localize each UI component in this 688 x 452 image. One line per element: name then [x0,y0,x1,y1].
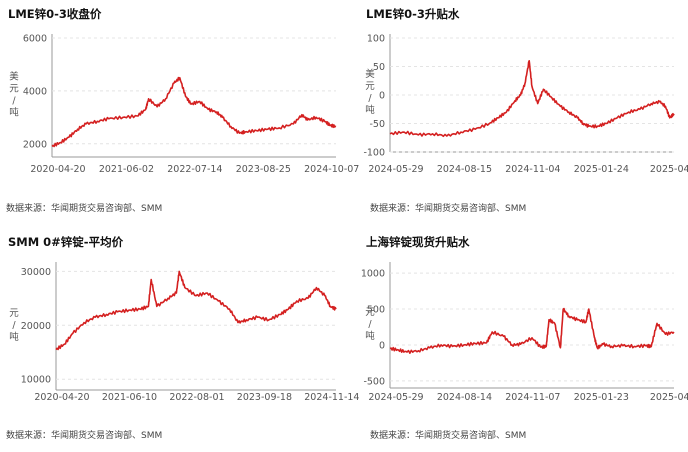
series-line [389,59,675,138]
y-axis-label: 元/吨 [365,307,375,342]
y-tick-label: 2000 [23,139,47,150]
y-tick-label: 6000 [23,34,47,45]
x-tick-label: 2023-09-18 [237,392,292,403]
chart-panel-smm-price: SMM 0#锌锭-平均价 10000 20000 30000 元/吨 2020-04-2… [0,228,359,452]
x-tick-label: 2020-04-20 [30,164,85,175]
y-tick-label: 100 [367,34,385,45]
x-tick-label: 2023-08-25 [236,164,291,175]
chart-source: 数据来源：华闻期货交易咨询部、SMM [370,204,527,214]
chart-plot: 2000 4000 6000 美元/吨 2020-04-20 2021-06-02 2022… [9,34,359,176]
chart-panel-lme-close: LME锌0-3收盘价 2000 4000 6000 美元/吨 2020-04-20 202… [0,0,359,224]
y-tick-label: -50 [369,119,385,130]
x-tick-label: 2025-04 [650,164,688,175]
y-tick-label: 20000 [21,321,51,332]
chart-title: 上海锌锭现货升贴水 [366,235,470,249]
x-tick-label: 2025-04 [650,392,688,403]
x-tick-label: 2020-04-20 [34,392,89,403]
y-axis-label: 美元/吨 [365,68,375,116]
y-axis-label: 美元/吨 [9,71,19,119]
chart-source: 数据来源：华闻期货交易咨询部、SMM [6,431,163,441]
y-tick-label: 0 [379,91,385,102]
y-tick-label: 500 [367,305,385,316]
x-tick-label: 2025-01-23 [574,392,629,403]
chart-plot: -500 0 500 1000 元/吨 2024-05-29 2024-08-14 2024-… [361,262,688,403]
x-tick-label: 2024-05-29 [368,392,423,403]
chart-panel-shanghai-spread: 上海锌锭现货升贴水 -500 0 500 1000 元/吨 2024-05-29 2024-… [344,228,688,452]
series-line [55,270,337,351]
y-tick-label: 10000 [21,375,51,386]
y-tick-label: -500 [363,376,385,387]
x-tick-label: 2022-08-01 [169,392,224,403]
y-tick-label: 1000 [361,269,385,280]
y-tick-label: -100 [363,148,385,159]
chart-plot: 10000 20000 30000 元/吨 2020-04-20 2021-06-10 20… [9,262,359,403]
x-tick-label: 2024-08-15 [437,164,492,175]
chart-source: 数据来源：华闻期货交易咨询部、SMM [370,431,527,441]
x-tick-label: 2021-06-02 [99,164,154,175]
chart-panel-lme-spread: LME锌0-3升贴水 -100 -50 0 50 100 美元/吨 2024-05-29 20… [344,0,688,224]
x-tick-label: 2021-06-10 [102,392,157,403]
x-tick-label: 2024-08-14 [437,392,492,403]
series-line [51,76,337,148]
chart-source: 数据来源：华闻期货交易咨询部、SMM [6,204,163,214]
y-tick-label: 30000 [21,267,51,278]
y-tick-label: 4000 [23,86,47,97]
x-tick-label: 2024-11-07 [505,392,560,403]
x-tick-label: 2024-11-14 [304,392,359,403]
x-tick-label: 2024-10-07 [304,164,359,175]
x-tick-label: 2024-11-04 [505,164,560,175]
series-line [389,307,675,354]
y-axis-label: 元/吨 [9,308,19,343]
y-tick-label: 50 [373,62,385,73]
chart-title: SMM 0#锌锭-平均价 [8,235,124,249]
x-tick-label: 2022-07-14 [167,164,222,175]
x-tick-label: 2025-01-24 [574,164,629,175]
chart-title: LME锌0-3收盘价 [8,7,102,21]
chart-title: LME锌0-3升贴水 [366,7,460,21]
chart-plot: -100 -50 0 50 100 美元/吨 2024-05-29 2024-08-15 202… [363,34,688,176]
y-tick-label: 0 [379,340,385,351]
x-tick-label: 2024-05-29 [368,164,423,175]
